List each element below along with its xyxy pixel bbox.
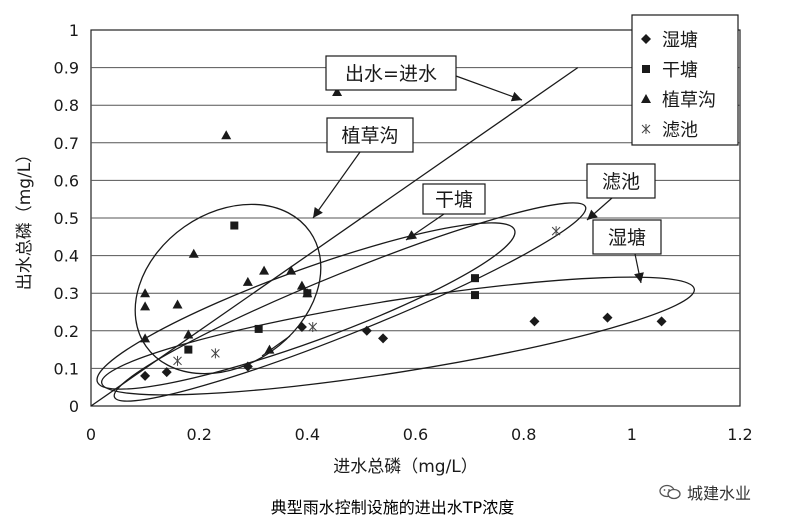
legend-marker-star <box>641 124 651 134</box>
data-point-triangle <box>259 265 270 275</box>
legend-box <box>631 14 739 146</box>
y-tick-label: 0.3 <box>54 284 79 303</box>
data-point-triangle <box>242 276 253 286</box>
legend-label: 湿塘 <box>662 30 698 51</box>
data-point-square <box>254 324 263 333</box>
ellipse-wet-pond <box>100 276 696 396</box>
callout-box <box>592 219 662 255</box>
callout-box <box>586 163 656 199</box>
callout-box <box>325 55 457 91</box>
data-point-diamond <box>361 325 372 336</box>
data-point-triangle <box>302 288 313 298</box>
y-tick-label: 0.9 <box>54 59 79 78</box>
callout-arrowhead <box>634 272 644 283</box>
figure-caption: 典型雨水控制设施的进出水TP浓度 <box>270 498 515 517</box>
callout-box <box>326 117 414 153</box>
callout-label: 出水=进水 <box>345 63 437 85</box>
legend-marker-triangle <box>641 94 651 103</box>
callout-arrowhead <box>313 206 323 218</box>
data-point-diamond <box>140 370 151 381</box>
watermark: 城建水业 <box>659 480 751 504</box>
legend-label: 干塘 <box>662 60 698 81</box>
data-point-diamond <box>656 316 667 327</box>
callout-grass-swale: 植草沟 <box>312 117 414 219</box>
x-tick-label: 0.8 <box>511 425 536 444</box>
data-point-star <box>308 322 318 333</box>
x-axis-title: 进水总磷（mg/L） <box>333 457 478 477</box>
x-tick-label: 0.6 <box>403 425 428 444</box>
data-point-triangle <box>140 301 151 311</box>
data-point-star <box>211 348 220 359</box>
data-point-diamond <box>161 367 172 378</box>
callout-label: 湿塘 <box>608 227 646 249</box>
ellipse-grass-swale <box>134 203 322 375</box>
x-tick-label: 1 <box>627 425 637 444</box>
pointer-line <box>261 335 291 357</box>
y-tick-label: 0.6 <box>54 171 79 190</box>
x-tick-label: 0 <box>86 425 96 444</box>
data-point-triangle <box>221 130 232 140</box>
data-point-triangle <box>183 329 194 339</box>
data-point-square <box>184 345 193 354</box>
data-point-diamond <box>242 361 253 372</box>
data-point-star <box>551 226 561 237</box>
callout-label: 植草沟 <box>341 125 398 147</box>
legend-marker-diamond <box>641 34 651 44</box>
y-tick-label: 1 <box>69 21 79 40</box>
callout-arrowhead <box>587 209 598 220</box>
data-point-star <box>173 355 182 366</box>
callout-label: 干塘 <box>435 189 473 211</box>
data-point-triangle <box>296 280 307 290</box>
callout-dry-pond: 干塘 <box>405 183 486 241</box>
y-tick-label: 0 <box>69 397 79 416</box>
callout-wet-pond: 湿塘 <box>592 219 662 284</box>
callout-equal-line: 出水=进水 <box>325 55 523 102</box>
legend-marker-square <box>642 65 650 73</box>
data-point-triangle <box>172 299 183 309</box>
data-point-diamond <box>378 333 389 344</box>
callout-box <box>422 183 486 215</box>
data-point-square <box>470 274 479 283</box>
data-point-triangle <box>264 344 275 354</box>
callout-filter: 滤池 <box>586 163 656 221</box>
y-tick-label: 0.1 <box>54 359 79 378</box>
y-tick-label: 0.8 <box>54 96 79 115</box>
callout-leader <box>455 75 523 101</box>
data-point-diamond <box>296 322 307 333</box>
data-point-triangle <box>188 248 199 258</box>
data-point-triangle <box>140 288 151 298</box>
callout-arrowhead <box>406 230 418 240</box>
data-point-square <box>230 221 239 230</box>
y-tick-label: 0.2 <box>54 322 79 341</box>
callout-leader <box>312 151 361 219</box>
y-tick-label: 0.7 <box>54 134 79 153</box>
callout-label: 滤池 <box>602 171 640 193</box>
legend-label: 滤池 <box>662 120 698 141</box>
watermark-text: 城建水业 <box>686 484 751 503</box>
ellipse-filter <box>113 202 587 402</box>
callout-arrowhead <box>510 91 522 102</box>
x-tick-label: 1.2 <box>727 425 752 444</box>
y-tick-label: 0.5 <box>54 209 79 228</box>
chat-bubbles-icon <box>659 484 681 500</box>
data-point-square <box>470 291 479 300</box>
reference-line <box>90 67 579 407</box>
y-axis-title: 出水总磷（mg/L） <box>15 146 35 291</box>
x-tick-label: 0.2 <box>186 425 211 444</box>
data-point-diamond <box>602 312 613 323</box>
data-point-triangle <box>140 333 151 343</box>
y-tick-label: 0.4 <box>54 247 79 266</box>
legend-label: 植草沟 <box>662 90 716 111</box>
x-tick-label: 0.4 <box>295 425 320 444</box>
data-point-diamond <box>529 316 540 327</box>
data-point-triangle <box>286 265 297 275</box>
data-point-triangle <box>332 87 343 97</box>
